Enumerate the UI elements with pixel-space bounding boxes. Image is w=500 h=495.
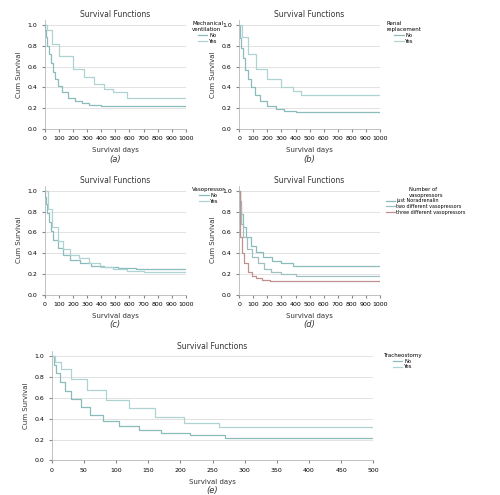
Title: Survival Functions: Survival Functions [274, 10, 344, 19]
Y-axis label: Cum Survival: Cum Survival [210, 217, 216, 263]
Title: Survival Functions: Survival Functions [178, 342, 248, 350]
Y-axis label: Cum Survival: Cum Survival [16, 51, 22, 98]
Legend: No, Yes: No, Yes [191, 186, 227, 205]
Title: Survival Functions: Survival Functions [274, 176, 344, 185]
X-axis label: Survival days: Survival days [189, 479, 236, 485]
X-axis label: Survival days: Survival days [286, 313, 333, 319]
Legend: No, Yes: No, Yes [386, 20, 422, 45]
Title: Survival Functions: Survival Functions [80, 176, 150, 185]
X-axis label: Survival days: Survival days [286, 147, 333, 153]
Legend: No, Yes: No, Yes [191, 20, 224, 45]
Text: (d): (d) [304, 320, 316, 329]
Y-axis label: Cum Survival: Cum Survival [210, 51, 216, 98]
Text: (a): (a) [110, 154, 121, 163]
Text: (c): (c) [110, 320, 121, 329]
X-axis label: Survival days: Survival days [92, 313, 139, 319]
Y-axis label: Cum Survival: Cum Survival [22, 383, 28, 429]
Legend: No, Yes: No, Yes [382, 352, 423, 370]
Text: (b): (b) [304, 154, 316, 163]
Title: Survival Functions: Survival Functions [80, 10, 150, 19]
Text: (e): (e) [206, 486, 218, 495]
Legend: just Noradrenalin, two different vasopressors, three different vasopressors: just Noradrenalin, two different vasopre… [385, 186, 467, 216]
Y-axis label: Cum Survival: Cum Survival [16, 217, 22, 263]
X-axis label: Survival days: Survival days [92, 147, 139, 153]
